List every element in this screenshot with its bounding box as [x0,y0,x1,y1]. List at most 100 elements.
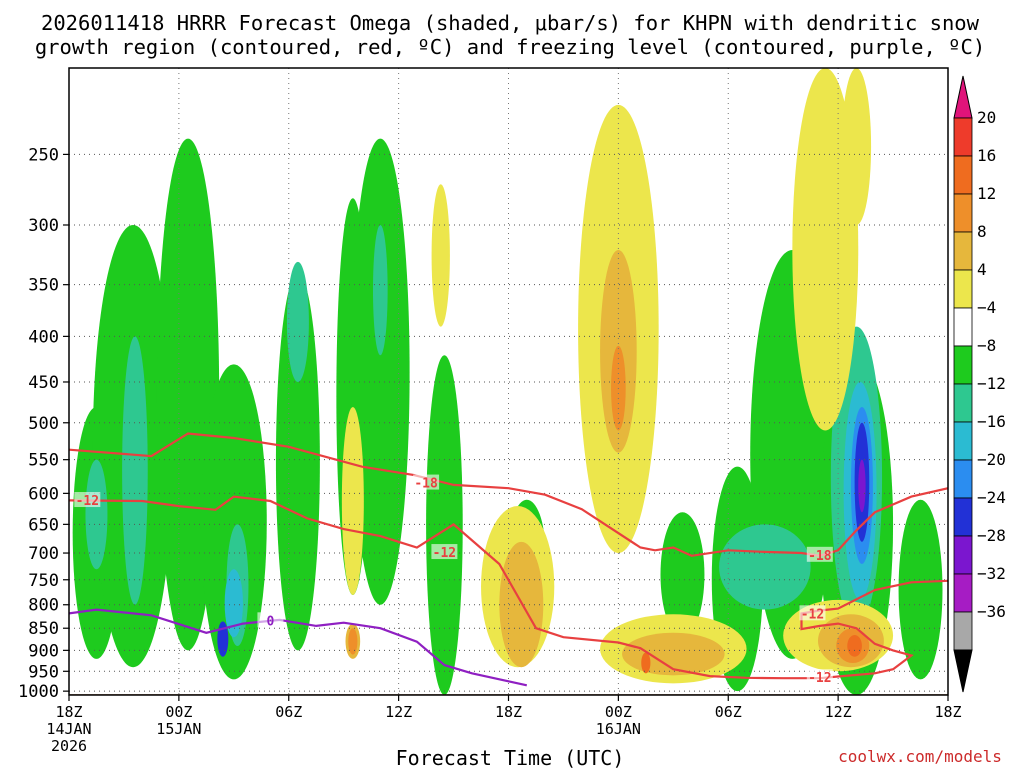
y-tick-label-350: 350 [28,276,59,296]
colorbar-label-0: 20 [977,108,996,127]
x-axis-label: Forecast Time (UTC) [396,746,625,768]
y-tick-label-500: 500 [28,414,59,434]
colorbar-bin-4 [953,231,973,271]
contour-freezing_level_0C [69,608,528,687]
omega-region-27 [341,406,364,595]
x-tick-label-6-0: 00Z [165,703,192,721]
contour-label-6: 0 [267,614,275,629]
colorbar-label-5: −4 [977,298,996,317]
colorbar: 20 16 12 8 4 −4 −8 −12 −16 −20 −24 −28 −32 −36 [953,75,1006,693]
colorbar-label-9: −20 [977,450,1006,469]
y-tick-label-250: 250 [28,145,59,165]
colorbar-label-7: −12 [977,374,1006,393]
y-tick-label-400: 400 [28,327,59,347]
colorbar-bin-11 [953,497,973,537]
omega-region-18 [372,224,388,356]
y-axis-ticks: 2503003504004505005506006507007508008509… [18,145,69,702]
omega-region-13 [898,499,943,680]
contour-label-bg-4 [799,605,826,621]
colorbar-label-3: 8 [977,222,987,241]
y-tick-label-900: 900 [28,641,59,661]
contour-label-5: -18 [808,549,832,564]
contour-label-0: -18 [414,477,438,492]
omega-region-44 [641,652,651,674]
x-tick-label-0-1: 14JAN [46,720,91,738]
y-tick-label-1000: 1000 [18,682,59,702]
x-tick-label-30-1: 16JAN [596,720,641,738]
x-tick-label-12-0: 06Z [275,703,302,721]
omega-region-28 [431,184,450,327]
omega-region-14 [122,336,148,605]
x-tick-label-0-0: 18Z [55,703,82,721]
contour-label-3: -12 [808,671,831,686]
x-tick-label-24-0: 18Z [495,703,522,721]
omega-region-3 [200,364,267,680]
omega-region-33 [792,68,859,431]
y-tick-label-650: 650 [28,515,59,535]
contour-dgz_lower_-12C [69,495,948,680]
colorbar-bin-7 [953,345,973,385]
y-tick-label-600: 600 [28,484,59,504]
colorbar-bin-13 [953,573,973,613]
colorbar-label-13: −36 [977,602,1006,621]
omega-region-43 [847,634,862,657]
x-tick-label-18-0: 12Z [385,703,412,721]
contour-dgz_upper_-18C [69,432,948,557]
omega-region-9 [660,512,705,638]
colorbar-bottom-arrow [953,649,973,693]
contour-label-bg-3 [806,669,833,685]
contour-label-bg-6 [257,612,284,628]
y-tick-label-300: 300 [28,216,59,236]
y-tick-label-750: 750 [28,571,59,591]
x-tick-label-0-2: 2026 [51,737,87,755]
x-tick-label-36-0: 06Z [715,703,742,721]
contour-label-1: -12 [76,494,99,509]
omega-region-34 [841,68,872,225]
y-tick-label-450: 450 [28,373,59,393]
colorbar-label-8: −16 [977,412,1006,431]
omega-region-4 [275,273,320,651]
omega-region-40 [348,628,358,655]
colorbar-label-10: −24 [977,488,1006,507]
x-tick-label-6-1: 15JAN [156,720,201,738]
colorbar-top-arrow [953,75,973,119]
y-tick-label-700: 700 [28,544,59,564]
omega-region-19 [719,524,811,610]
omega-region-15 [85,459,108,570]
colorbar-bin-3 [953,193,973,233]
colorbar-bin-8 [953,383,973,423]
colorbar-bin-6 [953,307,973,347]
contour-label-bg-2 [431,544,458,560]
contour-label-bg-5 [806,546,833,562]
omega-region-21 [224,569,243,638]
y-tick-label-800: 800 [28,596,59,616]
colorbar-label-2: 12 [977,184,996,203]
temperature-contours: -18 -12 -12 -12 -12 -18 0 [69,432,948,687]
chart-title-line-1: 2026011418 HRRR Forecast Omega (shaded, … [41,11,980,35]
colorbar-bin-5 [953,269,973,309]
contour-label-bg-1 [74,492,101,508]
colorbar-bin-2 [953,155,973,195]
omega-region-7 [426,355,463,695]
colorbar-bin-1 [953,117,973,157]
chart-title-line-2: growth region (contoured, red, ºC) and f… [35,35,985,59]
omega-region-6 [351,138,410,605]
colorbar-label-4: 4 [977,260,987,279]
y-tick-label-950: 950 [28,662,59,682]
omega-shading [72,68,943,695]
x-tick-label-42-0: 12Z [825,703,852,721]
colorbar-bin-10 [953,459,973,499]
contour-label-bg-0 [413,474,440,490]
y-tick-label-850: 850 [28,619,59,639]
contour-label-2: -12 [433,546,456,561]
colorbar-label-12: −32 [977,564,1006,583]
colorbar-bin-12 [953,535,973,575]
colorbar-label-6: −8 [977,336,996,355]
contour-label-4: -12 [801,607,824,622]
colorbar-bin-14 [953,611,973,651]
x-tick-label-48-0: 18Z [934,703,961,721]
credit-text: coolwx.com/models [838,747,1002,766]
colorbar-label-11: −28 [977,526,1006,545]
